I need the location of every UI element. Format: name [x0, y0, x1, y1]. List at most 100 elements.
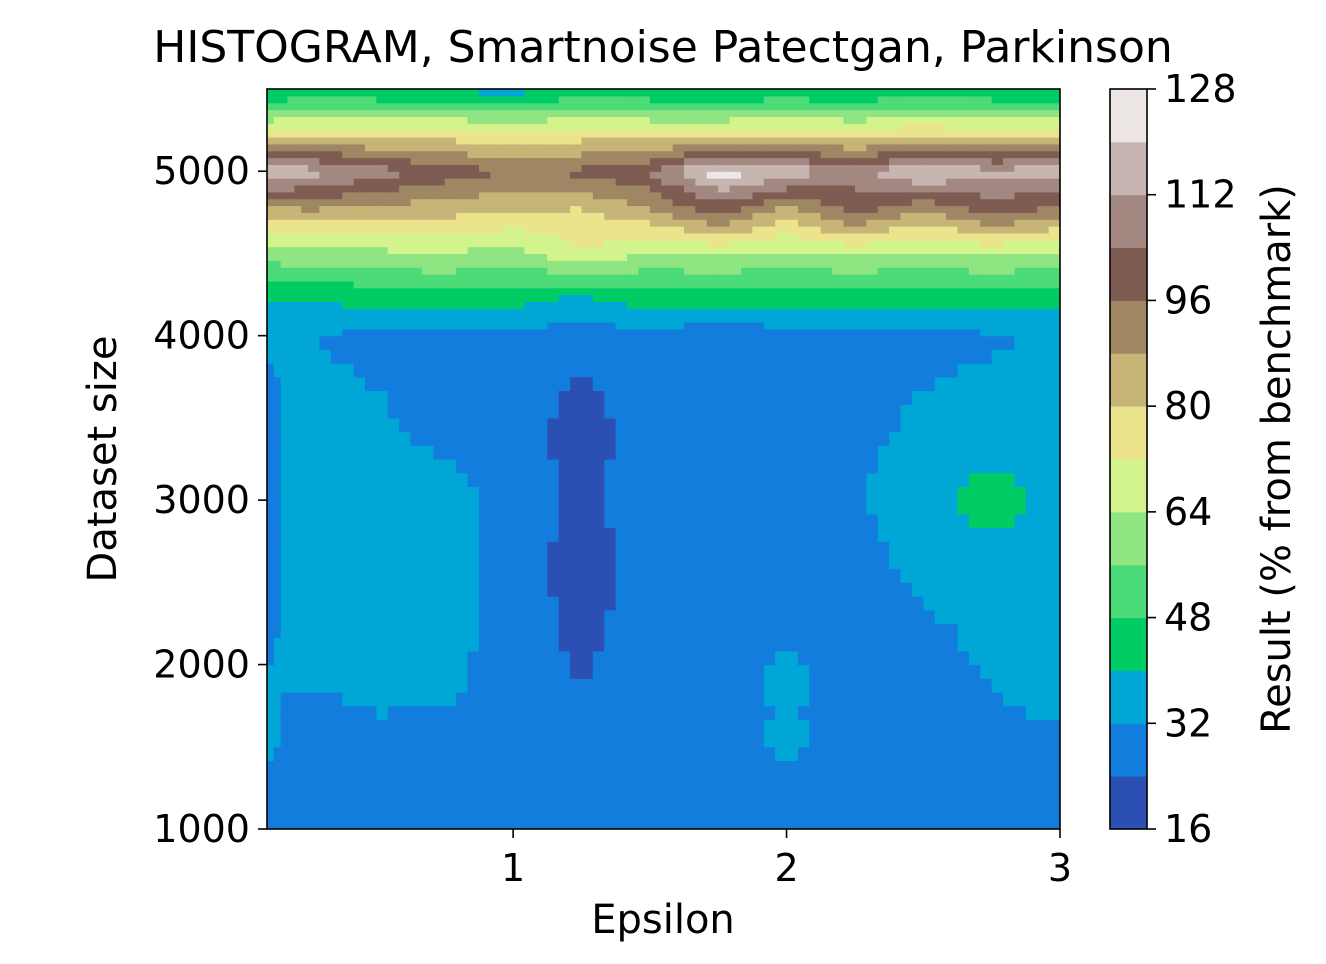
contour-cell — [843, 760, 856, 775]
contour-cell — [513, 459, 526, 474]
contour-cell — [364, 568, 377, 583]
contour-cell — [308, 719, 321, 734]
contour-cell — [376, 623, 389, 638]
contour-cell — [524, 746, 537, 762]
contour-cell — [934, 274, 947, 282]
contour-cell — [1014, 404, 1027, 419]
contour-cell — [946, 232, 959, 241]
contour-cell — [342, 123, 355, 131]
contour-cell — [410, 596, 423, 611]
contour-cell — [923, 157, 936, 165]
contour-cell — [934, 801, 947, 816]
contour-cell — [968, 335, 981, 350]
contour-cell — [592, 404, 605, 419]
contour-cell — [444, 287, 457, 296]
contour-cell — [649, 164, 662, 172]
contour-cell — [421, 815, 434, 829]
contour-cell — [330, 123, 343, 131]
contour-cell — [957, 136, 970, 145]
contour-cell — [1048, 705, 1060, 720]
contour-cell — [294, 363, 302, 378]
contour-cell — [854, 376, 867, 392]
contour-cell — [387, 308, 400, 316]
contour-cell — [376, 301, 389, 309]
contour-cell — [604, 260, 617, 268]
contour-cell — [877, 363, 890, 378]
contour-cell — [410, 184, 423, 193]
contour-cell — [991, 472, 1004, 488]
contour-cell — [854, 609, 867, 625]
contour-cell — [843, 678, 856, 693]
contour-cell — [490, 596, 503, 611]
contour-cell — [706, 774, 719, 789]
contour-cell — [752, 746, 765, 762]
contour-cell — [456, 472, 469, 488]
contour-cell — [319, 609, 332, 625]
contour-cell — [308, 363, 321, 378]
contour-cell — [866, 267, 879, 275]
contour-cell — [490, 678, 503, 693]
contour-cell — [763, 294, 776, 303]
contour-cell — [558, 609, 571, 625]
contour-cell — [706, 287, 719, 296]
contour-cell — [980, 568, 993, 583]
contour-cell — [478, 109, 491, 118]
contour-cell — [433, 102, 446, 111]
contour-cell — [832, 198, 845, 207]
contour-cell — [638, 274, 651, 282]
contour-cell — [456, 267, 469, 275]
contour-cell — [535, 260, 548, 268]
contour-cell — [280, 191, 289, 200]
contour-cell — [1048, 541, 1060, 556]
contour-cell — [1048, 280, 1060, 289]
contour-cell — [946, 513, 959, 529]
contour-cell — [695, 239, 708, 248]
contour-cell — [287, 294, 295, 303]
contour-cell — [627, 191, 640, 200]
contour-cell — [797, 301, 810, 309]
contour-cell — [684, 321, 697, 330]
contour-cell — [866, 390, 879, 405]
contour-cell — [695, 582, 708, 597]
contour-cell — [661, 760, 674, 775]
contour-cell — [267, 294, 275, 303]
contour-cell — [433, 349, 446, 364]
contour-cell — [558, 472, 571, 488]
contour-cell — [980, 363, 993, 378]
contour-cell — [729, 253, 742, 261]
contour-cell — [330, 226, 343, 234]
contour-cell — [547, 315, 560, 323]
contour-cell — [433, 184, 446, 193]
contour-cell — [421, 184, 434, 193]
contour-cell — [330, 294, 343, 303]
contour-cell — [490, 335, 503, 350]
contour-cell — [877, 267, 890, 275]
contour-cell — [1025, 486, 1038, 501]
contour-cell — [421, 143, 434, 152]
contour-cell — [535, 232, 548, 241]
contour-cell — [968, 733, 981, 748]
contour-cell — [467, 568, 480, 583]
contour-cell — [1014, 760, 1027, 775]
contour-cell — [729, 431, 742, 446]
contour-cell — [843, 157, 856, 165]
contour-cell — [570, 815, 583, 829]
contour-cell — [467, 294, 480, 303]
contour-cell — [752, 246, 765, 255]
contour-cell — [889, 459, 902, 474]
contour-cell — [1014, 191, 1027, 200]
contour-cell — [513, 719, 526, 734]
contour-cell — [809, 445, 822, 460]
contour-cell — [342, 815, 355, 829]
contour-cell — [911, 691, 924, 707]
contour-cell — [809, 335, 822, 350]
contour-cell — [991, 746, 1004, 762]
contour-cell — [843, 287, 856, 296]
contour-cell — [501, 678, 514, 693]
contour-cell — [490, 417, 503, 433]
contour-cell — [330, 472, 343, 488]
contour-cell — [661, 123, 674, 131]
contour-cell — [695, 596, 708, 611]
contour-cell — [615, 623, 628, 638]
contour-cell — [923, 232, 936, 241]
